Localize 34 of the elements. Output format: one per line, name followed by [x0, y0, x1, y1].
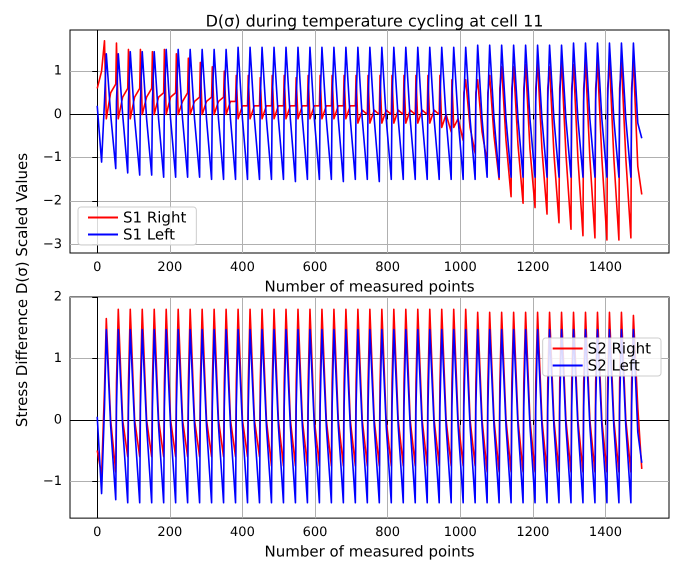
legend-label: S1 Left	[123, 226, 176, 244]
x-tick-label: 0	[93, 260, 102, 275]
x-tick-label: 1200	[516, 525, 550, 540]
x-axis-title: Number of measured points	[264, 277, 475, 296]
x-tick-label: 600	[302, 525, 328, 540]
x-tick-label: 600	[302, 260, 328, 275]
legend-label: S1 Right	[123, 208, 186, 226]
y-tick-label: −3	[42, 236, 62, 252]
y-tick-label: −1	[42, 474, 62, 489]
chart-title: D(σ) during temperature cycling at cell 11	[206, 12, 544, 30]
x-tick-label: 800	[375, 260, 400, 275]
line-series	[96, 42, 643, 182]
x-axis-title: Number of measured points	[264, 542, 475, 560]
legend-label: S2 Right	[588, 340, 652, 358]
x-tick-label: 1400	[588, 260, 622, 275]
x-tick-label: 1000	[444, 525, 477, 540]
y-axis-title: Stress Difference D(σ) Scaled Values	[12, 152, 32, 430]
x-tick-label: 1400	[588, 525, 622, 540]
y-tick-label: 1	[54, 350, 62, 366]
y-tick-label: 0	[54, 106, 62, 122]
y-tick-label: 0	[54, 412, 62, 428]
x-tick-label: 0	[93, 525, 102, 540]
x-tick-label: 200	[157, 525, 182, 540]
y-tick-label: −1	[42, 150, 62, 166]
x-tick-label: 1200	[516, 260, 550, 275]
x-tick-label: 200	[157, 260, 182, 275]
legend-label: S2 Left	[588, 356, 640, 374]
y-tick-label: 2	[54, 290, 62, 304]
y-tick-label: 1	[54, 64, 62, 79]
y-tick-label: −2	[42, 194, 62, 209]
x-tick-label: 400	[230, 260, 255, 275]
x-tick-label: 1000	[444, 260, 477, 275]
x-tick-label: 400	[230, 525, 255, 540]
x-tick-label: 800	[375, 525, 400, 540]
